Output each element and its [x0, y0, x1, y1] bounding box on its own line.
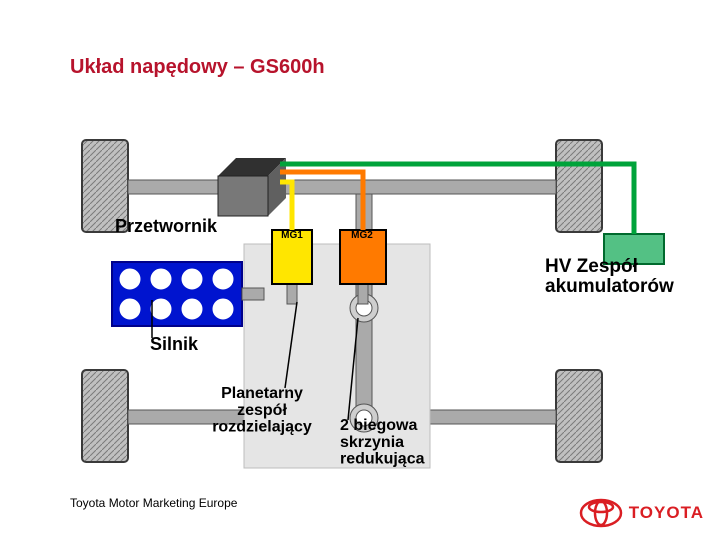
engine-cylinder — [118, 267, 142, 291]
mg2-shaft — [358, 284, 368, 304]
footer-text: Toyota Motor Marketing Europe — [70, 496, 237, 510]
inverter — [218, 176, 268, 216]
engine-cylinder — [180, 267, 204, 291]
engine-cylinder — [211, 267, 235, 291]
label-mg2: MG2 — [351, 230, 373, 241]
engine-output-shaft — [242, 288, 264, 300]
tire — [556, 370, 602, 462]
engine-cylinder — [180, 297, 204, 321]
toyota-logo-icon — [579, 498, 623, 528]
tire — [82, 370, 128, 462]
page-title: Układ napędowy – GS600h — [70, 56, 325, 79]
label-engine: Silnik — [150, 334, 199, 354]
toyota-logo-text: TOYOTA — [629, 503, 704, 523]
engine-cylinder — [211, 297, 235, 321]
powertrain-diagram: PrzetwornikMG1MG2HV ZespółakumulatorówSi… — [0, 0, 720, 540]
axle — [128, 180, 556, 194]
mg1-shaft — [287, 284, 297, 304]
label-inverter: Przetwornik — [115, 216, 218, 236]
tire — [556, 140, 602, 232]
toyota-logo: TOYOTA — [579, 498, 704, 528]
engine-cylinder — [118, 297, 142, 321]
label-mg1: MG1 — [281, 230, 303, 241]
engine-cylinder — [149, 267, 173, 291]
